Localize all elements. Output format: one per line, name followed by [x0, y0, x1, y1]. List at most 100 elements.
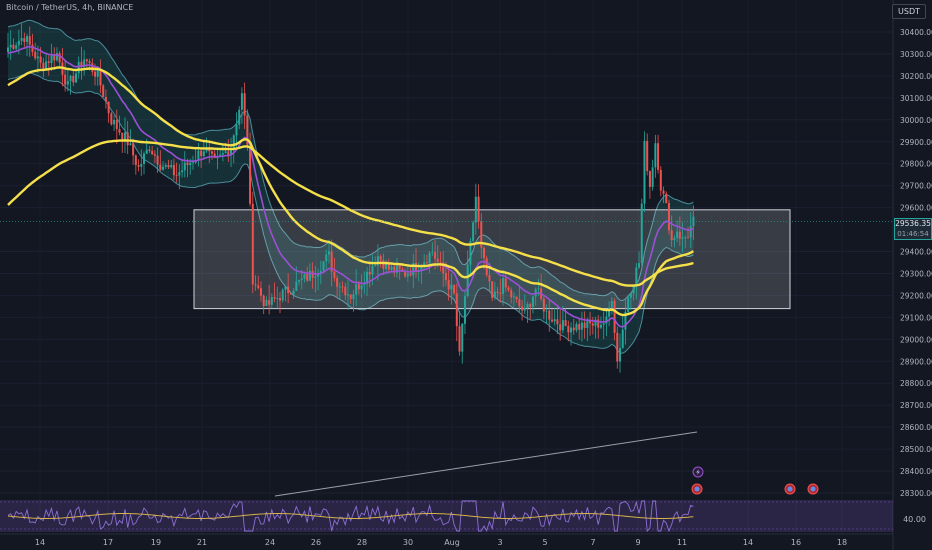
candle [395, 258, 398, 278]
candle [80, 46, 83, 80]
candle [599, 316, 602, 330]
price-axis-label: 29800.00 [900, 160, 932, 169]
candle [31, 33, 34, 57]
time-axis-label: Aug [444, 538, 460, 547]
earnings-icon[interactable] [807, 483, 819, 495]
candle [205, 137, 208, 153]
candle [496, 286, 499, 300]
candle [118, 115, 121, 136]
candle [20, 23, 23, 46]
candle [338, 282, 341, 299]
candle [126, 120, 129, 154]
candle [616, 326, 619, 369]
candle [648, 170, 651, 199]
candle [420, 264, 423, 284]
candle [308, 263, 311, 282]
candle [559, 309, 562, 341]
candle [529, 302, 532, 320]
candle [162, 161, 165, 171]
lightning-icon[interactable] [692, 466, 704, 478]
time-axis-label: 19 [151, 538, 161, 547]
candle [687, 227, 689, 239]
candle [521, 300, 524, 321]
last-price-tag: 29536.35 01:46:54 [894, 218, 932, 240]
candle [178, 164, 181, 190]
candle [545, 304, 548, 324]
time-axis-label: 14 [35, 538, 45, 547]
price-axis-label: 29000.00 [900, 335, 932, 344]
candle [619, 333, 621, 373]
candle [53, 47, 56, 70]
event-markers[interactable] [691, 466, 819, 495]
time-axis-label: 30 [403, 538, 413, 547]
price-axis[interactable]: 30400.00 30300.00 30200.00 30100.00 30000.00… [900, 28, 932, 498]
price-axis-label: 30300.00 [900, 50, 932, 59]
candle [605, 310, 608, 337]
price-axis-label: 28500.00 [900, 445, 932, 454]
oscillator-line [7, 500, 694, 533]
candle [72, 70, 75, 87]
candle [289, 292, 292, 295]
candle [646, 133, 649, 176]
candle [23, 32, 26, 47]
candle [200, 147, 203, 168]
candle [140, 149, 143, 176]
candle [415, 248, 417, 278]
candle [273, 282, 276, 303]
time-axis[interactable]: 14 17 19 21 24 26 28 30 Aug 3 5 7 9 11 14 16 18 [35, 538, 847, 547]
candle [104, 89, 107, 109]
earnings-icon[interactable] [784, 483, 796, 495]
candle [322, 261, 325, 274]
candle [491, 281, 494, 302]
candle [211, 150, 213, 160]
candle [42, 57, 45, 78]
candle [91, 58, 94, 76]
candle [466, 250, 469, 298]
candle [499, 279, 502, 303]
candle [404, 268, 407, 278]
price-axis-label: 28900.00 [900, 357, 932, 366]
candle [164, 162, 167, 169]
candle [132, 138, 135, 165]
candle [181, 160, 184, 178]
candle [156, 147, 159, 173]
candle [284, 286, 287, 302]
candle [254, 275, 257, 291]
oscillator-pane [0, 500, 893, 533]
candle [586, 317, 589, 342]
candle [670, 215, 673, 247]
candle [463, 291, 466, 335]
candle [238, 106, 241, 130]
candle [678, 216, 681, 246]
candle [276, 286, 279, 309]
candle [439, 251, 442, 272]
candle [202, 140, 205, 160]
time-axis-label: 5 [542, 538, 547, 547]
candle [474, 183, 477, 235]
candle [75, 69, 77, 84]
time-axis-label: 26 [311, 538, 321, 547]
candle [175, 162, 178, 183]
candle [270, 293, 273, 309]
candle [635, 263, 638, 300]
candle [477, 184, 480, 229]
candle [510, 287, 513, 304]
currency-button[interactable]: USDT [892, 4, 926, 19]
candle [115, 109, 118, 144]
candle [134, 154, 137, 175]
candle [341, 281, 344, 293]
candle [327, 239, 330, 264]
time-axis-label: 7 [590, 538, 595, 547]
price-axis-label: 29600.00 [900, 204, 932, 213]
time-axis-label: 17 [103, 538, 113, 547]
band-lower [7, 72, 694, 354]
earnings-icon[interactable] [691, 483, 703, 495]
candle [102, 83, 105, 97]
ma-slow-line [7, 139, 694, 287]
candle [50, 43, 53, 72]
candle [58, 50, 61, 69]
candle [336, 275, 339, 298]
candle [428, 251, 431, 273]
